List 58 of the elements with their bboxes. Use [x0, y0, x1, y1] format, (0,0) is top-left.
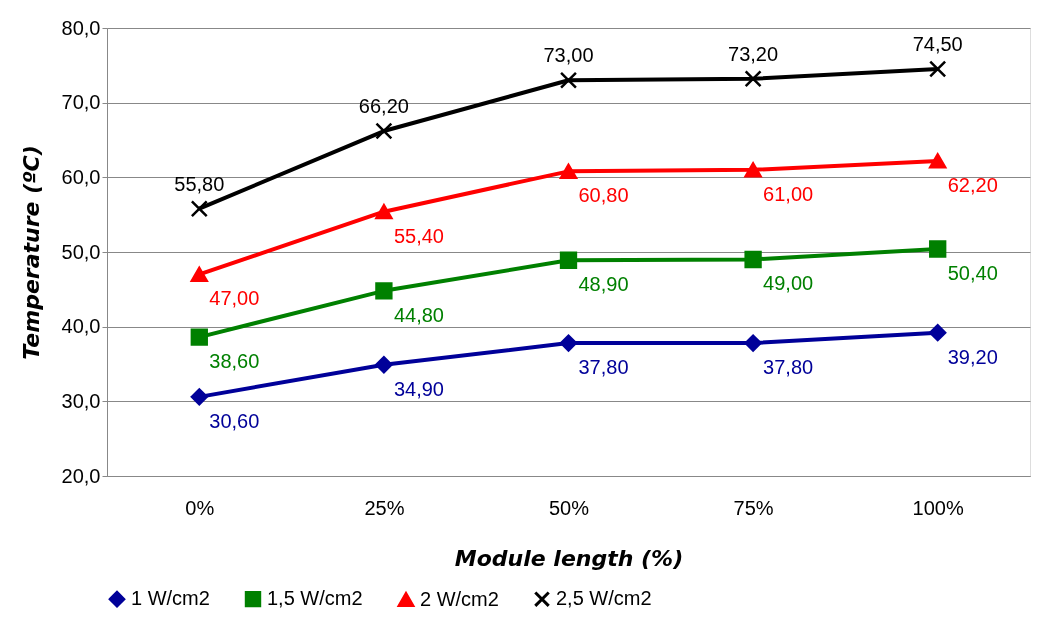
data-label: 49,00 — [763, 272, 814, 295]
point — [929, 323, 947, 342]
point — [375, 282, 393, 300]
legend-label: 1 W/cm2 — [131, 587, 210, 610]
data-label: 73,00 — [543, 44, 594, 67]
data-label: 66,20 — [358, 95, 409, 118]
x-tick-label: 100% — [912, 496, 964, 519]
point — [744, 70, 762, 88]
y-tick-label: 80,0 — [61, 16, 101, 39]
point — [744, 334, 762, 352]
point — [929, 240, 947, 258]
data-label: 73,20 — [728, 42, 779, 65]
data-label: 48,90 — [578, 273, 629, 296]
point — [559, 71, 578, 89]
point — [929, 153, 947, 169]
x-tick-label: 0% — [185, 496, 215, 519]
y-tick-label: 70,0 — [61, 91, 101, 114]
point — [190, 200, 208, 218]
y-tick-label: 50,0 — [61, 240, 101, 263]
x-tick-label: 50% — [548, 496, 590, 519]
x-tick-label: 75% — [733, 496, 774, 519]
legend-label: 1,5 W/cm2 — [267, 587, 363, 610]
data-label: 62,20 — [947, 173, 998, 196]
y-tick-label: 60,0 — [61, 165, 101, 188]
point — [744, 162, 762, 178]
point — [559, 163, 578, 180]
x-tick-label: 25% — [364, 496, 405, 519]
point — [375, 356, 393, 374]
point — [929, 60, 947, 78]
point — [744, 250, 762, 269]
point — [559, 251, 578, 269]
y-axis-title: Temperature (ºC) — [18, 145, 44, 360]
data-label: 61,00 — [763, 182, 814, 205]
data-label: 74,50 — [912, 33, 963, 56]
point — [190, 388, 208, 406]
data-label: 55,40 — [393, 224, 444, 247]
x-axis-title: Module length (%) — [454, 545, 684, 571]
data-label: 39,20 — [947, 345, 998, 368]
point — [375, 122, 393, 140]
point — [559, 334, 578, 352]
point — [190, 266, 208, 283]
data-label: 47,00 — [209, 287, 260, 310]
data-label: 37,80 — [578, 356, 629, 379]
data-label: 37,80 — [763, 356, 814, 379]
legend-label: 2 W/cm2 — [420, 587, 499, 610]
data-label: 44,80 — [393, 303, 444, 326]
point — [190, 328, 208, 346]
y-tick-label: 20,0 — [61, 464, 101, 487]
legend-label: 2,5 W/cm2 — [556, 587, 652, 610]
data-label: 55,80 — [174, 172, 225, 195]
data-label: 60,80 — [578, 184, 629, 207]
y-tick-label: 30,0 — [61, 389, 101, 412]
y-tick-label: 40,0 — [61, 315, 101, 338]
data-label: 50,40 — [947, 262, 998, 285]
data-label: 34,90 — [393, 377, 444, 400]
data-label: 30,60 — [209, 409, 260, 432]
data-label: 38,60 — [209, 350, 260, 373]
point — [375, 204, 393, 220]
